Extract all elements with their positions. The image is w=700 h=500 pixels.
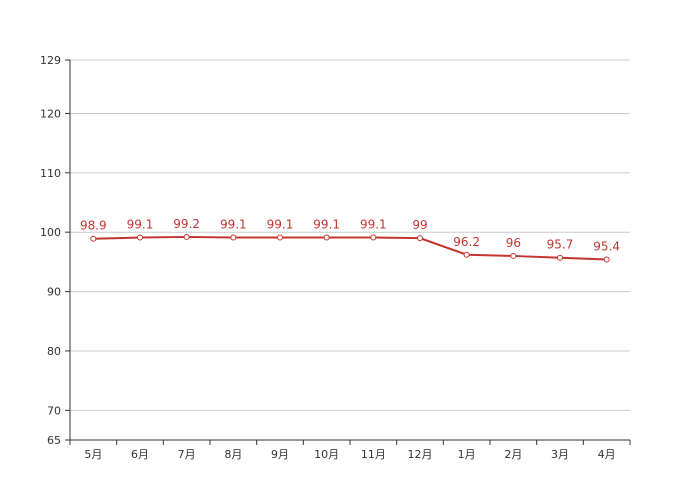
x-tick-label: 1月 — [458, 448, 476, 461]
data-point — [557, 254, 563, 261]
data-label: 96.2 — [453, 235, 480, 249]
x-tick-label: 4月 — [598, 448, 616, 461]
y-tick-label: 100 — [40, 226, 61, 239]
x-tick-label: 7月 — [178, 448, 196, 461]
y-tick-label: 80 — [47, 345, 61, 358]
data-point — [277, 234, 283, 241]
y-tick-label: 70 — [47, 404, 61, 417]
y-tick-label: 120 — [40, 107, 61, 120]
y-tick-label: 129 — [40, 54, 61, 67]
data-labels: 98.9 99.1 99.2 99.1 99.1 99.1 99.1 99 96.2 96 95.7… — [80, 217, 620, 254]
grid-lines — [70, 59, 630, 411]
data-label: 95.4 — [593, 240, 620, 254]
x-tick-label: 12月 — [408, 448, 433, 461]
data-label: 96 — [506, 236, 521, 250]
data-label: 99.1 — [313, 218, 340, 232]
x-tick-label: 10月 — [314, 448, 339, 461]
data-label: 99.2 — [173, 217, 200, 231]
data-label: 95.7 — [547, 238, 574, 252]
x-tick-label: 5月 — [84, 448, 102, 461]
x-tick-label: 2月 — [504, 448, 522, 461]
x-tick-label: 9月 — [271, 448, 289, 461]
data-label: 99.1 — [127, 218, 154, 232]
data-point — [90, 235, 97, 242]
y-tick-label: 65 — [47, 434, 61, 447]
y-tick-label: 90 — [47, 286, 61, 299]
data-point — [183, 233, 190, 240]
y-tick-label: 110 — [40, 167, 61, 180]
data-point — [463, 251, 470, 258]
y-axis-ticks: 65 70 80 90 100 110 120 129 — [40, 54, 70, 447]
data-point — [370, 234, 377, 241]
data-point — [137, 234, 143, 241]
data-label: 99.1 — [360, 218, 387, 232]
data-label: 99.1 — [220, 218, 247, 232]
x-tick-label: 6月 — [131, 448, 149, 461]
x-tick-label: 11月 — [361, 448, 386, 461]
data-point — [417, 235, 423, 242]
x-tick-label: 8月 — [224, 448, 242, 461]
series-line — [93, 235, 607, 261]
data-label: 99.1 — [267, 218, 294, 232]
data-point — [510, 252, 517, 259]
x-tick-label: 3月 — [551, 448, 569, 461]
data-point — [230, 234, 237, 241]
data-point — [603, 256, 610, 263]
data-label: 98.9 — [80, 219, 107, 233]
x-axis-ticks: 5月 6月 7月 8月 9月 10月 11月 12月 1月 2月 3月 4月 — [69, 440, 631, 461]
data-label: 99 — [412, 218, 427, 232]
series — [90, 233, 610, 263]
data-point — [323, 234, 330, 241]
